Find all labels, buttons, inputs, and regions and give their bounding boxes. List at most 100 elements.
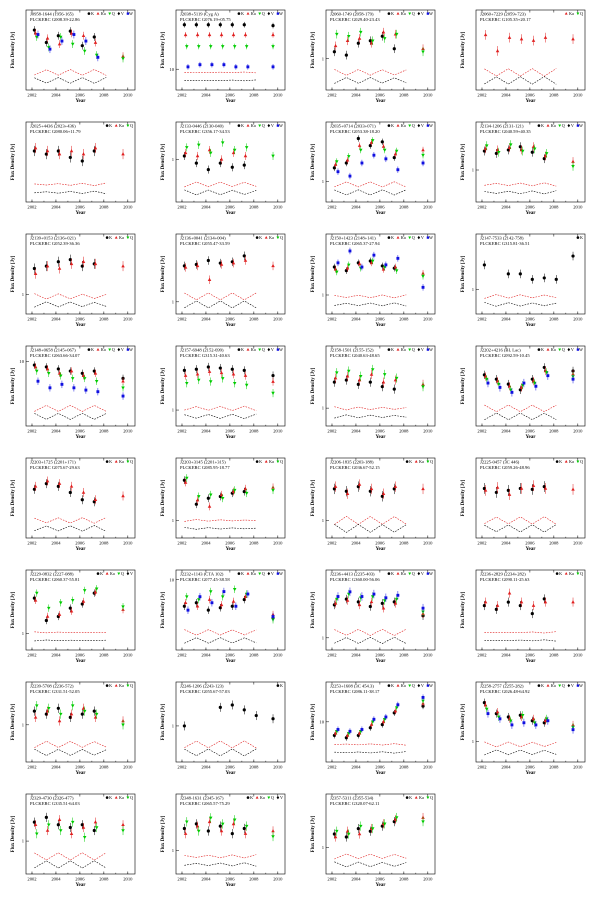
y-tick-label: 10	[169, 67, 174, 72]
data-point-Ka	[369, 140, 374, 144]
limit-line-k	[334, 77, 407, 84]
source-catalog-id: PLCKERC G063.66-34.07	[30, 353, 80, 358]
y-axis-label: Flux Density [Jy]	[161, 143, 166, 180]
legend: Q Ka K	[255, 459, 283, 464]
source-catalog-id: PLCKERC G080.06+11.79	[30, 129, 81, 134]
x-tick-label: 2006	[525, 765, 535, 770]
data-point-Ka	[393, 709, 398, 713]
legend-marker-Ka	[114, 124, 118, 127]
y-axis-label: Flux Density [Jy]	[11, 479, 16, 516]
legend-marker-W	[126, 348, 130, 351]
legend-marker-W	[126, 12, 130, 15]
legend-marker-W	[426, 236, 430, 239]
data-point-Q	[421, 820, 425, 824]
data-point-Q	[335, 270, 339, 274]
data-point-Q	[82, 377, 87, 381]
data-point-Ka	[93, 590, 98, 594]
limit-line-ka	[184, 181, 257, 188]
plot-frame	[475, 233, 586, 315]
legend-marker-K	[255, 460, 259, 463]
light-curve-panel-16: 2002 2004 2006 2008 2010 Year Flux Density [Jy…	[461, 345, 586, 440]
source-name: J2357-5311 (2355-534)	[330, 796, 374, 801]
legend-marker-K	[237, 572, 241, 575]
legend-marker-Ka	[114, 684, 118, 687]
data-point-Q	[196, 829, 201, 833]
plot-frame	[25, 345, 136, 427]
legend-marker-Ka	[564, 460, 568, 463]
data-point-W	[84, 39, 88, 43]
data-point-W	[384, 715, 388, 719]
data-point-Q	[35, 35, 39, 39]
data-point-Q	[358, 30, 363, 35]
data-point-W	[336, 170, 340, 174]
legend-label: V	[421, 571, 424, 576]
x-tick-label: 2006	[375, 653, 385, 658]
data-point-Q	[421, 50, 425, 54]
series-Q	[35, 817, 125, 842]
legend-marker-K	[537, 348, 541, 351]
legend-marker-Ka	[396, 348, 400, 351]
data-point-Q	[220, 377, 225, 381]
x-tick-label: 2002	[27, 765, 37, 770]
x-tick-label: 2004	[351, 429, 361, 434]
limit-line-ka	[184, 71, 257, 74]
data-point-K	[380, 385, 384, 389]
limit-line-ka	[334, 853, 407, 860]
data-point-Ka	[81, 490, 86, 494]
x-tick-label: 2010	[423, 429, 433, 434]
limit-line-k	[334, 524, 407, 533]
legend: Q Ka	[564, 11, 583, 16]
data-point-K	[182, 826, 186, 831]
data-point-K	[182, 478, 186, 482]
legend-label: V	[121, 11, 124, 16]
data-point-Q	[46, 823, 51, 827]
series-K	[332, 703, 425, 741]
data-point-K	[68, 825, 72, 830]
data-point-K	[380, 34, 384, 38]
x-axis-label: Year	[76, 323, 87, 328]
legend-label: V	[130, 571, 133, 576]
source-catalog-id: PLCKERC G026.48-64.92	[480, 689, 530, 694]
x-axis-label: Year	[376, 323, 387, 328]
x-tick-label: 2002	[27, 653, 37, 658]
data-point-K	[218, 366, 222, 370]
source-name: J2246-1206 (2243-123)	[180, 684, 224, 689]
legend: Q Ka K	[255, 235, 283, 240]
data-point-Ka	[333, 601, 338, 605]
legend: Q Ka K	[105, 235, 133, 240]
x-tick-label: 2010	[273, 317, 283, 322]
data-point-W	[384, 157, 388, 161]
x-axis-label: Year	[376, 211, 387, 216]
data-point-Q	[196, 598, 201, 602]
legend-marker-Ka	[396, 572, 400, 575]
data-point-Q	[370, 39, 375, 43]
x-axis-label: Year	[76, 659, 87, 664]
data-point-W	[234, 65, 238, 69]
series-K	[482, 481, 546, 498]
data-point-K	[271, 23, 275, 28]
legend-label: Ka	[269, 235, 274, 240]
source-catalog-id: PLCKERC G055.47-33.59	[180, 241, 230, 246]
limit-line-ka	[334, 743, 407, 746]
y-tick-label: 1	[172, 848, 175, 853]
data-point-Ka	[93, 820, 98, 824]
x-tick-label: 2008	[399, 541, 409, 546]
data-point-Ka	[495, 147, 500, 152]
x-tick-label: 2002	[327, 653, 337, 658]
x-tick-label: 2008	[549, 541, 559, 546]
data-point-W	[360, 265, 364, 269]
data-point-Q	[544, 371, 549, 375]
data-point-K	[494, 151, 498, 156]
x-tick-label: 2004	[201, 877, 211, 882]
series-Ka	[483, 588, 575, 611]
data-point-Ka	[231, 372, 236, 376]
y-axis-label: Flux Density [Jy]	[311, 255, 316, 292]
data-point-K	[92, 828, 96, 833]
data-point-Q	[520, 383, 525, 388]
limit-line-k	[34, 190, 107, 195]
source-name: J2329-4730 (2326-477)	[30, 796, 74, 801]
data-point-K	[68, 258, 72, 262]
light-curve-panel-12: 2002 2004 2006 2008 2010 1 Year Flux Density [J…	[461, 233, 586, 328]
legend-marker-K	[237, 12, 241, 15]
data-point-Ka	[393, 601, 398, 605]
